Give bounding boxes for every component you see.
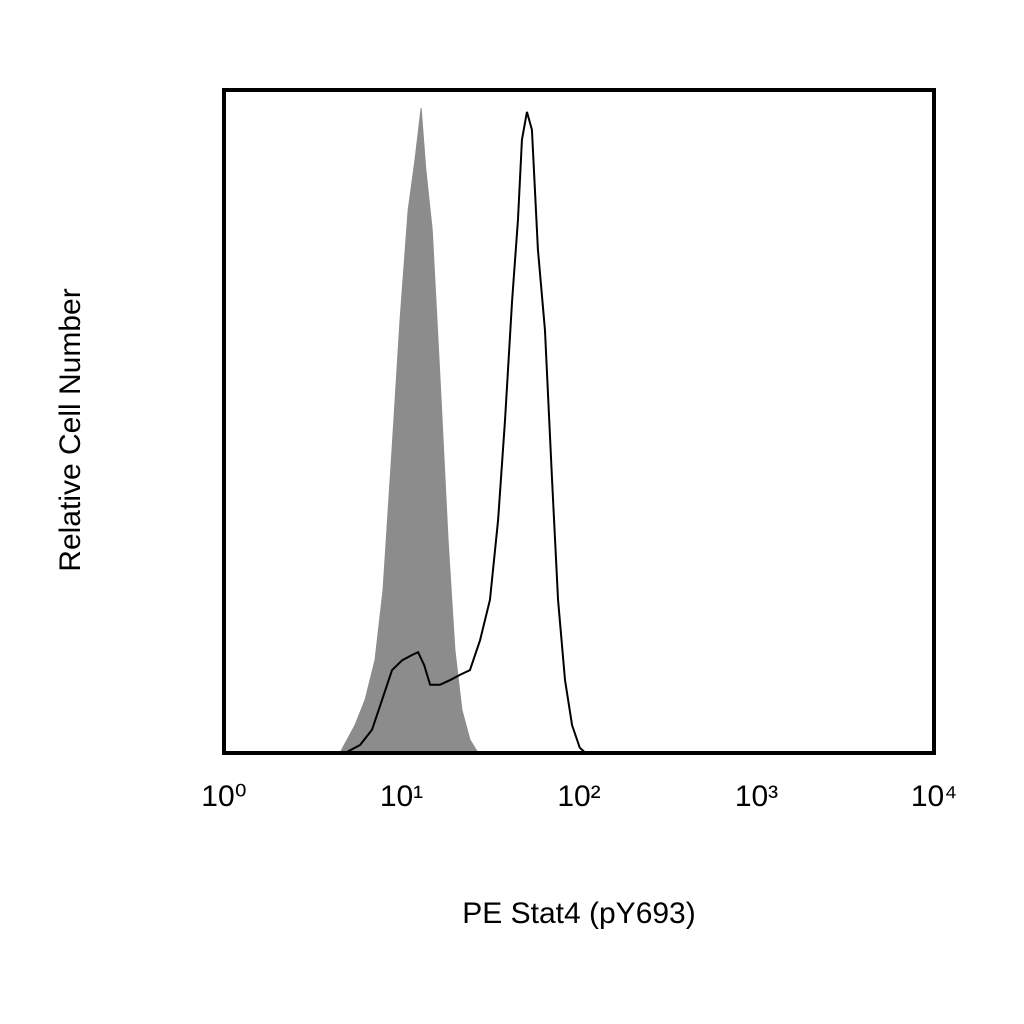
x-tick-label: 10⁰ bbox=[201, 780, 246, 813]
y-axis-label: Relative Cell Number bbox=[54, 288, 87, 571]
x-tick-label: 10² bbox=[557, 780, 600, 813]
x-axis-label: PE Stat4 (pY693) bbox=[462, 897, 695, 930]
histogram-line bbox=[344, 111, 587, 754]
x-tick-label: 10⁴ bbox=[911, 780, 957, 813]
x-tick-label: 10¹ bbox=[380, 780, 423, 813]
plot-frame bbox=[222, 88, 936, 755]
histogram-area bbox=[339, 107, 479, 754]
x-tick-label: 10³ bbox=[735, 780, 778, 813]
